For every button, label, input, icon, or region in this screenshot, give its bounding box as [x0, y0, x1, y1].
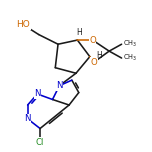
Text: N: N — [24, 114, 31, 123]
Text: N: N — [34, 90, 41, 98]
Text: Cl: Cl — [36, 138, 44, 147]
Text: CH$_3$: CH$_3$ — [123, 39, 137, 49]
Text: CH$_3$: CH$_3$ — [123, 53, 137, 63]
Text: O: O — [89, 36, 96, 45]
Text: HO: HO — [17, 20, 30, 29]
Text: O: O — [91, 58, 97, 67]
Text: H: H — [76, 28, 82, 37]
Text: H: H — [97, 51, 102, 60]
Text: N: N — [56, 81, 63, 90]
